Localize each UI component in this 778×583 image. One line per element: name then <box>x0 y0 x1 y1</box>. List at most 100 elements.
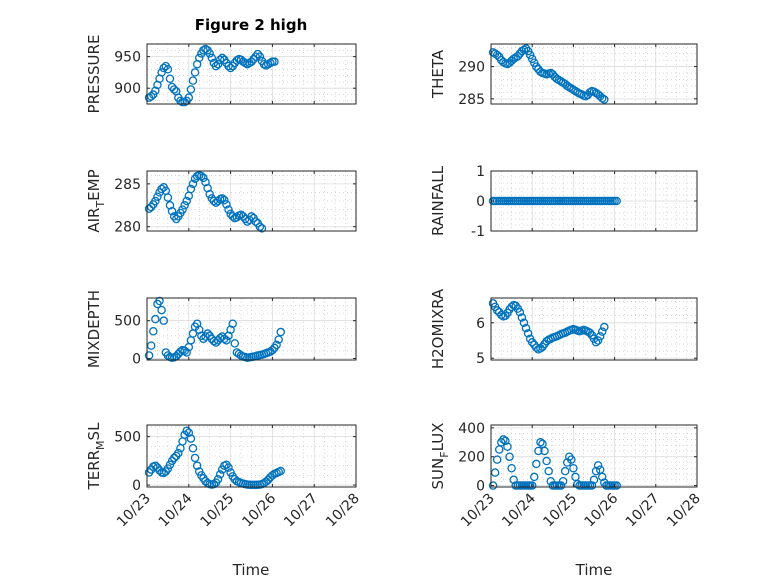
axes-background <box>146 43 357 105</box>
x-tick-label: 10/25 <box>540 491 580 531</box>
y-axis-label: RAINFALL <box>429 165 447 236</box>
x-tick-label: 10/27 <box>623 491 663 531</box>
y-tick-label: 290 <box>458 60 485 76</box>
data-point <box>180 201 189 210</box>
data-point <box>224 463 233 472</box>
y-tick-label: 280 <box>114 220 141 236</box>
data-point <box>523 329 533 338</box>
data-point <box>182 426 191 436</box>
axes-frame <box>490 424 698 488</box>
subplot-0: 900 950 PRESSURE <box>85 35 357 114</box>
data-point <box>569 464 578 473</box>
y-axis-label: THETA <box>429 49 447 99</box>
data-point <box>238 212 248 221</box>
y-tick-label: 0 <box>476 194 485 210</box>
y-axis-label: AIRTEMP <box>85 169 107 232</box>
data-point <box>499 57 508 67</box>
data-point <box>503 442 512 451</box>
data-point <box>527 338 537 347</box>
data-point <box>519 318 529 328</box>
y-tick-label: 285 <box>458 92 485 108</box>
data-point <box>270 57 279 66</box>
data-point <box>215 470 225 479</box>
data-point <box>272 340 281 350</box>
data-point <box>146 341 156 350</box>
data-point <box>176 347 185 356</box>
data-point <box>612 481 621 490</box>
data-point <box>513 52 523 61</box>
data-point <box>597 327 607 336</box>
data-point <box>169 453 179 463</box>
data-point <box>251 52 260 61</box>
data-point <box>182 196 191 206</box>
data-point <box>274 335 283 344</box>
data-point <box>167 82 177 92</box>
data-point <box>174 448 183 458</box>
data-point <box>184 428 194 437</box>
data-point <box>157 184 166 194</box>
data-point <box>243 217 252 226</box>
data-point <box>573 479 582 489</box>
y-axis-label: PRESSURE <box>85 35 103 114</box>
x-tick-label: 10/26 <box>239 490 279 530</box>
data-point <box>159 316 168 325</box>
y-tick-label: 400 <box>458 421 485 437</box>
data-point <box>188 76 198 85</box>
data-point <box>169 85 179 94</box>
y-tick-label: 500 <box>114 314 141 330</box>
data-point <box>591 338 601 347</box>
data-point <box>540 446 549 456</box>
data-point <box>203 329 212 338</box>
data-point <box>517 313 527 322</box>
data-point <box>587 481 597 490</box>
data-point <box>157 305 166 315</box>
axes-frame <box>490 297 698 361</box>
data-point <box>167 207 177 216</box>
data-point <box>527 481 537 490</box>
axes-frame <box>146 170 357 232</box>
data-point <box>151 196 160 206</box>
x-tick-label: 10/24 <box>156 490 196 530</box>
data-point <box>209 479 219 489</box>
subplot-1: 285 290 THETA <box>429 43 698 108</box>
data-point <box>144 351 154 360</box>
data-point <box>228 212 237 221</box>
data-point <box>600 95 609 104</box>
data-point <box>149 327 158 336</box>
data-point <box>532 343 541 352</box>
data-point <box>597 472 607 482</box>
data-point <box>536 438 545 447</box>
axes-frame <box>146 297 357 361</box>
data-point <box>542 456 551 466</box>
data-point <box>492 455 502 464</box>
data-point <box>217 194 227 203</box>
data-point <box>585 328 595 337</box>
subplot-grid: 900 950 PRESSURE 285 290 THETA 280 285 AIRTEMP -1… <box>85 35 704 531</box>
data-point <box>276 466 286 476</box>
x-tick-label: 10/26 <box>582 490 622 530</box>
data-point <box>151 314 160 324</box>
data-point <box>247 57 256 66</box>
data-point <box>230 339 240 348</box>
data-point <box>544 466 553 476</box>
subplot-3: -1 0 1 RAINFALL <box>429 164 698 240</box>
data-point <box>190 453 200 463</box>
data-point <box>593 461 603 470</box>
data-point <box>222 336 231 345</box>
data-point <box>612 196 621 206</box>
data-point <box>521 323 531 333</box>
data-point <box>220 195 229 205</box>
data-point <box>151 86 160 95</box>
data-point <box>585 88 595 97</box>
data-point <box>224 205 233 214</box>
data-point <box>151 461 160 470</box>
data-point <box>146 202 156 212</box>
subplot-6: 0 500 TERRMSL 10/23 10/24 10/25 10/26 10/27 10/2… <box>85 422 363 530</box>
y-axis-label: TERRMSL <box>85 422 107 491</box>
x-tick-label: 10/23 <box>114 491 154 531</box>
y-tick-label: 6 <box>476 316 485 332</box>
data-point <box>213 59 223 69</box>
x-tick-label: 10/25 <box>198 491 238 531</box>
data-point <box>532 62 541 71</box>
y-tick-label: -1 <box>471 224 485 240</box>
